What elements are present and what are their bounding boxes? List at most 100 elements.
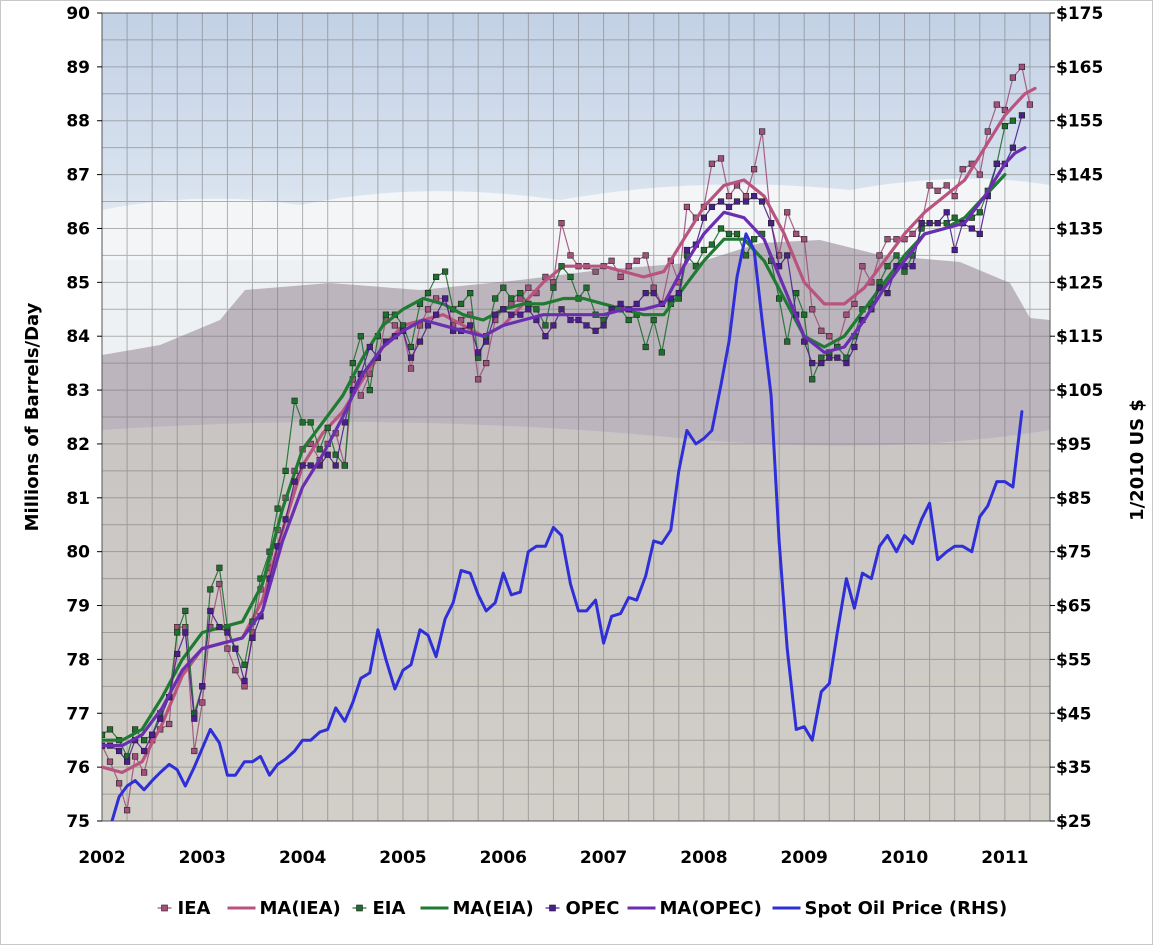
data-point-eia <box>717 225 725 232</box>
legend-marker <box>161 904 168 912</box>
data-point-iea <box>818 327 825 334</box>
data-point-iea <box>1018 63 1025 70</box>
data-point-iea <box>132 753 139 760</box>
data-point-opec <box>517 311 524 318</box>
data-point-opec <box>993 160 1000 167</box>
data-point-iea <box>199 699 206 706</box>
data-point-opec <box>216 623 223 631</box>
data-point-eia <box>558 263 565 270</box>
y2-tick-label: $145 <box>1056 166 1103 186</box>
data-point-eia <box>174 629 181 636</box>
data-point-opec <box>224 629 231 636</box>
y2-tick-label: $35 <box>1056 758 1092 778</box>
data-point-opec <box>934 220 941 227</box>
x-tick-label: 2009 <box>781 848 828 868</box>
legend-item-ma-eia: MA(EIA) <box>420 898 534 919</box>
data-point-eia <box>475 354 482 361</box>
data-point-eia <box>282 467 289 475</box>
data-point-iea <box>558 220 565 227</box>
data-point-iea <box>976 171 983 178</box>
data-point-opec <box>758 198 766 205</box>
data-point-eia <box>784 338 791 345</box>
y2-tick-label: $55 <box>1056 650 1092 670</box>
data-point-eia <box>106 726 114 733</box>
data-point-opec <box>191 715 198 722</box>
data-point-eia <box>901 268 908 275</box>
data-point-eia <box>793 289 800 297</box>
y-tick-label: 85 <box>66 273 90 293</box>
data-point-iea <box>124 807 131 814</box>
data-point-opec <box>249 634 256 641</box>
data-point-iea <box>943 182 950 189</box>
data-point-iea <box>224 645 231 652</box>
y2-tick-label: $155 <box>1056 112 1103 132</box>
series-line-spot-oil-price-rhs <box>110 232 1024 821</box>
data-point-eia <box>366 386 373 394</box>
data-point-eia <box>324 424 331 431</box>
x-tick-label: 2005 <box>379 848 426 868</box>
data-point-iea <box>357 392 364 399</box>
data-point-eia <box>299 419 306 426</box>
data-point-eia <box>1001 123 1008 130</box>
data-point-opec <box>508 311 515 318</box>
data-point-opec <box>708 203 715 211</box>
data-point-opec <box>291 478 298 485</box>
data-point-opec <box>1009 144 1016 151</box>
legend-marker <box>356 904 363 912</box>
data-point-eia <box>658 349 665 356</box>
series-line-ma-opec <box>102 146 1027 748</box>
data-point-opec <box>826 354 833 361</box>
plot-background-photo <box>102 13 1050 821</box>
data-point-iea <box>191 747 198 755</box>
data-point-iea <box>951 193 958 200</box>
data-point-eia <box>809 376 816 383</box>
data-point-eia <box>407 343 415 351</box>
data-point-eia <box>542 322 549 329</box>
data-point-opec <box>467 322 474 329</box>
data-point-iea <box>809 306 816 313</box>
legend-item-ma-iea: MA(IEA) <box>227 898 341 919</box>
data-point-opec <box>583 322 590 329</box>
data-point-iea <box>407 365 415 372</box>
x-tick-label: 2007 <box>580 848 627 868</box>
y-tick-label: 89 <box>66 58 90 78</box>
x-tick-label: 2011 <box>981 848 1028 868</box>
y-tick-label: 75 <box>66 812 90 832</box>
data-point-eia <box>567 273 574 281</box>
data-point-iea <box>934 187 941 194</box>
data-point-eia <box>457 300 465 308</box>
y2-tick-label: $25 <box>1056 812 1092 832</box>
data-point-opec <box>299 462 306 469</box>
data-point-eia <box>700 246 707 254</box>
data-point-opec <box>851 343 858 351</box>
data-point-opec <box>767 220 775 227</box>
data-point-opec <box>617 300 624 308</box>
data-point-opec <box>341 419 348 426</box>
data-point-opec <box>416 338 424 345</box>
y2-tick-label: $85 <box>1056 489 1092 509</box>
legend-item-opec: OPEC <box>545 898 620 919</box>
data-point-iea <box>625 263 632 270</box>
data-point-iea <box>683 203 690 211</box>
data-point-opec <box>733 198 741 205</box>
data-point-opec <box>500 306 507 313</box>
data-point-eia <box>274 505 281 512</box>
data-point-eia <box>650 316 657 324</box>
data-point-opec <box>600 322 607 329</box>
data-point-iea <box>717 155 725 162</box>
y2-tick-label: $65 <box>1056 597 1092 617</box>
data-point-iea <box>851 300 858 308</box>
y2-tick-label: $95 <box>1056 435 1092 455</box>
data-point-opec <box>475 349 482 356</box>
data-point-eia <box>742 252 750 259</box>
data-point-opec <box>1018 112 1025 119</box>
data-point-opec <box>525 306 532 313</box>
data-point-opec <box>909 263 916 270</box>
data-point-eia <box>424 289 432 297</box>
data-point-iea <box>859 263 866 270</box>
data-point-iea <box>525 284 532 291</box>
data-point-iea <box>617 273 624 281</box>
y-tick-label: 79 <box>66 597 90 617</box>
data-point-opec <box>784 252 791 259</box>
data-point-opec <box>116 747 123 755</box>
